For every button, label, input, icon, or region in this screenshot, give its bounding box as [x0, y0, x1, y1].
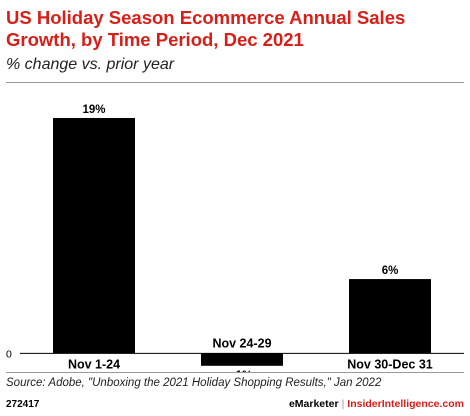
bar-chart: 0 19% -1% 6% Nov 1-24 Nov 24-29 Nov 30-Dec 31	[6, 104, 464, 372]
source-note: Source: Adobe, "Unboxing the 2021 Holida…	[6, 377, 382, 389]
bar-2	[349, 279, 431, 354]
category-label-1: Nov 24-29	[212, 336, 271, 350]
bottom-divider	[6, 372, 464, 373]
data-label-0: 19%	[82, 104, 105, 116]
chart-title: US Holiday Season Ecommerce Annual Sales…	[6, 7, 406, 50]
data-label-2: 6%	[382, 265, 399, 277]
insider-intelligence-link[interactable]: InsiderIntelligence.com	[347, 398, 464, 410]
chart-id: 272417	[6, 399, 40, 410]
chart-subtitle: % change vs. prior year	[6, 56, 175, 73]
y-tick-label-0: 0	[6, 348, 12, 360]
data-label-1: -1%	[232, 370, 252, 372]
category-label-0: Nov 1-24	[68, 357, 120, 371]
category-label-2: Nov 30-Dec 31	[347, 357, 433, 371]
bar-1	[201, 353, 283, 366]
bar-0	[53, 117, 135, 354]
emarketer-brand: eMarketer	[288, 398, 339, 410]
top-divider	[6, 82, 464, 83]
footer-brand: eMarketer | InsiderIntelligence.com	[289, 398, 464, 410]
brand-separator: |	[341, 398, 345, 410]
